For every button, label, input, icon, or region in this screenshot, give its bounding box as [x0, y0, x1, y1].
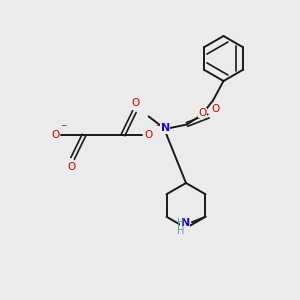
Text: O: O [198, 108, 207, 118]
Text: −: − [156, 122, 162, 130]
Text: H: H [177, 226, 184, 236]
Text: −: − [60, 122, 67, 130]
Text: N: N [181, 218, 190, 228]
Text: O: O [67, 162, 76, 172]
Text: H: H [177, 218, 184, 228]
Text: O: O [131, 98, 140, 108]
Text: O: O [52, 130, 60, 140]
Text: O: O [211, 104, 219, 114]
Text: N: N [161, 123, 170, 133]
Text: O: O [144, 130, 152, 140]
